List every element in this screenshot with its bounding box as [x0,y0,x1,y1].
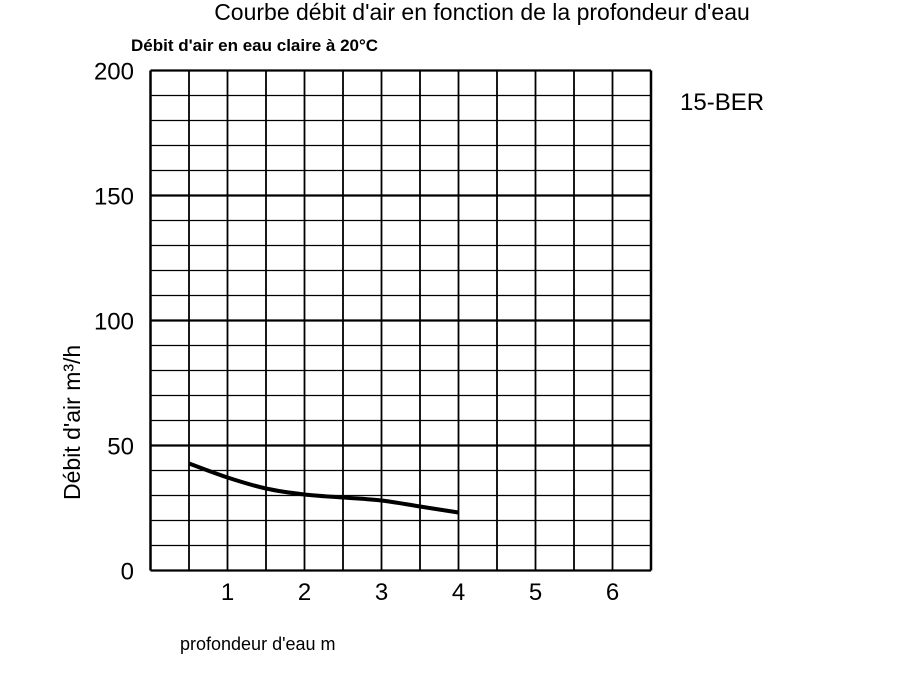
series [188,461,459,515]
tick-labels: 1 2 3 4 5 6 0 50 100 150 200 [94,59,619,607]
y-axis-label: Débit d'air m³/h [59,345,85,500]
x-tick-label: 2 [298,579,311,606]
y-tick-label: 150 [94,184,134,211]
chart-title: Courbe débit d'air en fonction de la pro… [214,0,750,25]
grid [149,69,653,572]
y-tick-label: 0 [121,559,134,586]
x-tick-label: 3 [375,579,388,606]
chart-subtitle: Débit d'air en eau claire à 20°C [131,36,378,55]
x-tick-label: 6 [606,579,619,606]
y-tick-label: 200 [94,59,134,86]
y-tick-label: 50 [107,434,134,461]
y-tick-label: 100 [94,309,134,336]
model-label: 15-BER [680,89,764,116]
x-tick-label: 5 [529,579,542,606]
x-tick-label: 1 [221,579,234,606]
x-tick-label: 4 [452,579,465,606]
series-line [188,461,459,515]
x-axis-label: profondeur d'eau m [180,634,336,654]
